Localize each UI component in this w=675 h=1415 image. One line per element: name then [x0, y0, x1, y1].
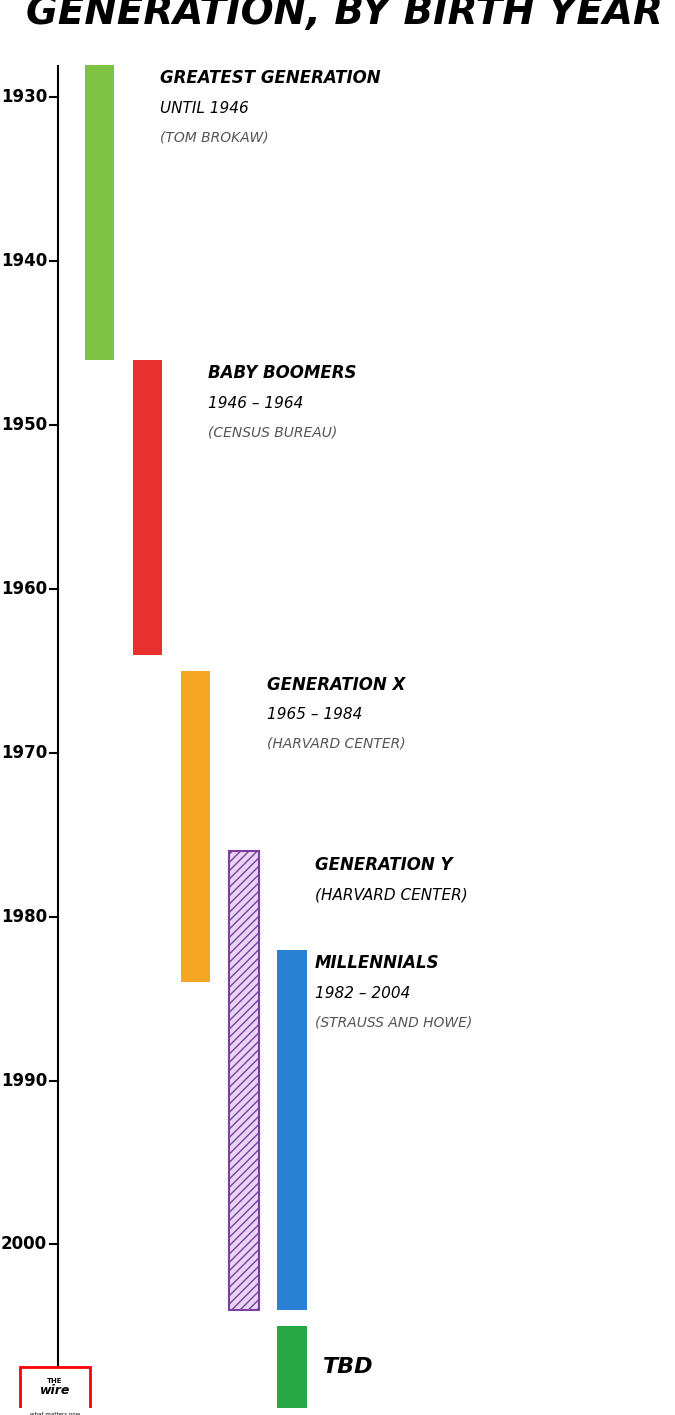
Bar: [230, 852, 259, 1310]
Bar: [230, 852, 259, 1310]
Text: 1965 – 1984: 1965 – 1984: [267, 708, 362, 722]
Bar: [277, 949, 307, 1310]
Text: (STRAUSS AND HOWE): (STRAUSS AND HOWE): [315, 1015, 472, 1029]
Bar: [277, 1326, 307, 1408]
Text: (HARVARD CENTER): (HARVARD CENTER): [267, 736, 406, 750]
Bar: [133, 359, 162, 655]
Text: wire: wire: [40, 1384, 70, 1397]
Text: (TOM BROKAW): (TOM BROKAW): [159, 130, 268, 144]
Text: 1980: 1980: [1, 908, 47, 925]
Text: 2000: 2000: [1, 1235, 47, 1254]
Text: (CENSUS BUREAU): (CENSUS BUREAU): [208, 424, 337, 439]
Bar: [20, 1367, 90, 1415]
Text: GENERATION, BY BIRTH YEAR: GENERATION, BY BIRTH YEAR: [26, 0, 662, 31]
Bar: [181, 671, 211, 982]
Text: 1946 – 1964: 1946 – 1964: [208, 396, 303, 410]
Text: UNTIL 1946: UNTIL 1946: [159, 100, 248, 116]
Text: (HARVARD CENTER): (HARVARD CENTER): [315, 887, 468, 903]
Text: GENERATION X: GENERATION X: [267, 676, 405, 693]
Text: GREATEST GENERATION: GREATEST GENERATION: [159, 69, 380, 88]
Text: 1940: 1940: [1, 252, 47, 270]
Text: 1930: 1930: [1, 88, 47, 106]
Text: what matters now: what matters now: [30, 1412, 80, 1415]
Text: GENERATION Y: GENERATION Y: [315, 856, 452, 874]
Text: 1990: 1990: [1, 1071, 47, 1090]
Bar: [84, 65, 114, 359]
Text: MILLENNIALS: MILLENNIALS: [315, 955, 439, 972]
Text: 1960: 1960: [1, 580, 47, 599]
Text: 1970: 1970: [1, 744, 47, 761]
Text: THE: THE: [47, 1378, 63, 1384]
Text: 1982 – 2004: 1982 – 2004: [315, 986, 410, 1000]
Text: TBD: TBD: [323, 1357, 374, 1377]
Text: 1950: 1950: [1, 416, 47, 434]
Text: BABY BOOMERS: BABY BOOMERS: [208, 365, 356, 382]
